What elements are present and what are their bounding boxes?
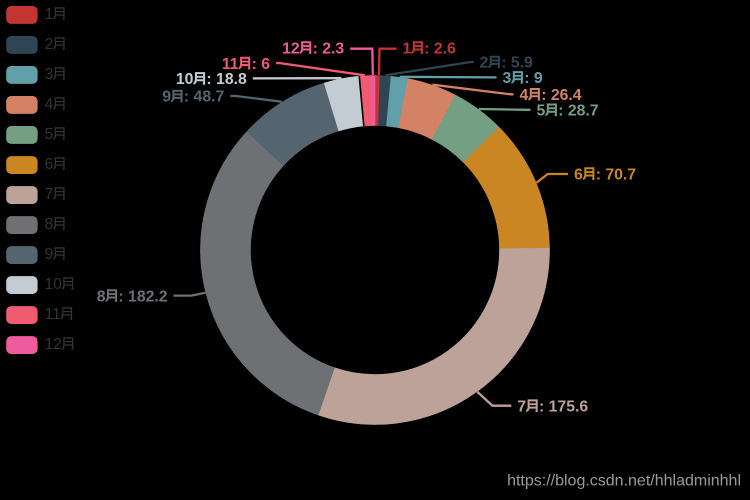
svg-text:: 5.9: : 5.9 <box>501 55 533 72</box>
svg-text:10: 10 <box>45 276 63 293</box>
svg-text:: 9: : 9 <box>524 70 543 87</box>
svg-text:9: 9 <box>45 246 54 263</box>
svg-text:8: 8 <box>45 216 54 233</box>
svg-text:4: 4 <box>45 96 54 113</box>
svg-text:7: 7 <box>517 398 526 415</box>
svg-text:12: 12 <box>282 40 300 57</box>
svg-text:: 70.7: : 70.7 <box>596 166 637 183</box>
svg-text:: 182.2: : 182.2 <box>118 288 167 305</box>
svg-text:5: 5 <box>45 126 54 143</box>
svg-text:3: 3 <box>503 70 512 87</box>
svg-text:6: 6 <box>574 166 583 183</box>
svg-text:: 48.7: : 48.7 <box>184 89 225 106</box>
svg-text:: 28.7: : 28.7 <box>558 103 599 120</box>
svg-text:4: 4 <box>520 87 529 104</box>
svg-text:2: 2 <box>45 36 54 53</box>
svg-text:3: 3 <box>45 66 54 83</box>
svg-text:12: 12 <box>45 336 62 353</box>
svg-text:9: 9 <box>162 89 171 106</box>
svg-text:: 2.6: : 2.6 <box>424 40 456 57</box>
svg-text:7: 7 <box>45 186 54 203</box>
svg-text:: 18.8: : 18.8 <box>206 71 247 88</box>
svg-text:1: 1 <box>45 6 54 23</box>
svg-text:11: 11 <box>45 306 61 323</box>
svg-text:6: 6 <box>45 156 54 173</box>
svg-text:: 26.4: : 26.4 <box>541 87 582 104</box>
svg-text:5: 5 <box>537 103 546 120</box>
svg-text:: 2.3: : 2.3 <box>313 40 345 57</box>
svg-text:10: 10 <box>176 71 194 88</box>
svg-text:8: 8 <box>97 288 106 305</box>
svg-text:https://blog.csdn.net/hhladmin: https://blog.csdn.net/hhladminhhl <box>507 473 741 490</box>
svg-text:: 175.6: : 175.6 <box>539 398 588 415</box>
svg-text:2: 2 <box>480 55 489 72</box>
svg-text:11: 11 <box>222 56 239 73</box>
svg-text:: 6: : 6 <box>252 56 271 73</box>
svg-text:1: 1 <box>403 40 412 57</box>
